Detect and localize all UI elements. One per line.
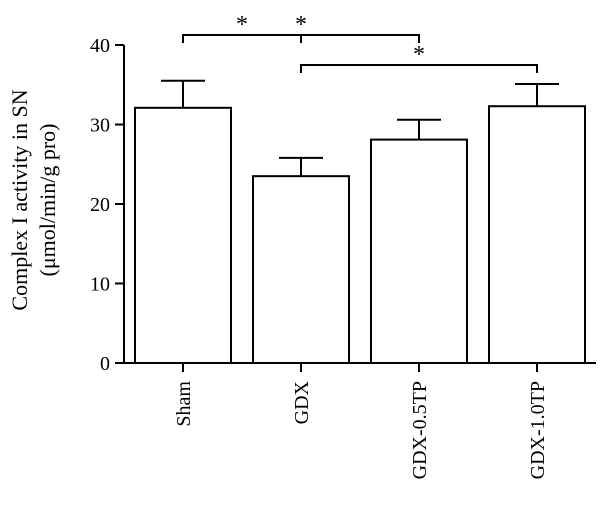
x-tick-label: GDX [291, 380, 313, 424]
significance-bracket [300, 64, 538, 73]
y-tick-label: 30 [90, 115, 110, 137]
y-tick-label: 20 [90, 194, 110, 216]
significance-brackets: * * * [182, 12, 538, 73]
y-tick-label: 0 [100, 353, 110, 375]
category-labels: Sham GDX GDX-0.5TP GDX-1.0TP [173, 380, 549, 479]
y-axis-units: (μmol/min/g pro) [35, 124, 60, 277]
significance-star: * [236, 12, 248, 38]
significance-star: * [413, 42, 425, 68]
significance-bracket [182, 34, 420, 43]
bar-gdx [252, 175, 350, 364]
x-tick-label: GDX-1.0TP [527, 381, 549, 479]
bar-sham [134, 106, 232, 365]
y-tick-label: 10 [90, 274, 110, 296]
x-tick-label: GDX-0.5TP [409, 381, 431, 479]
x-tick-label: Sham [173, 381, 195, 427]
y-axis-title: Complex I activity in SN [7, 89, 32, 310]
error-bars [161, 79, 559, 177]
y-tick-label: 40 [90, 35, 110, 57]
bar-gdx-0-5tp [370, 138, 468, 364]
y-axis-label: Complex I activity in SN (μmol/min/g pro… [7, 89, 60, 310]
bars [134, 105, 586, 365]
bar-gdx-1-0tp [488, 105, 586, 364]
significance-star: * [295, 12, 307, 38]
